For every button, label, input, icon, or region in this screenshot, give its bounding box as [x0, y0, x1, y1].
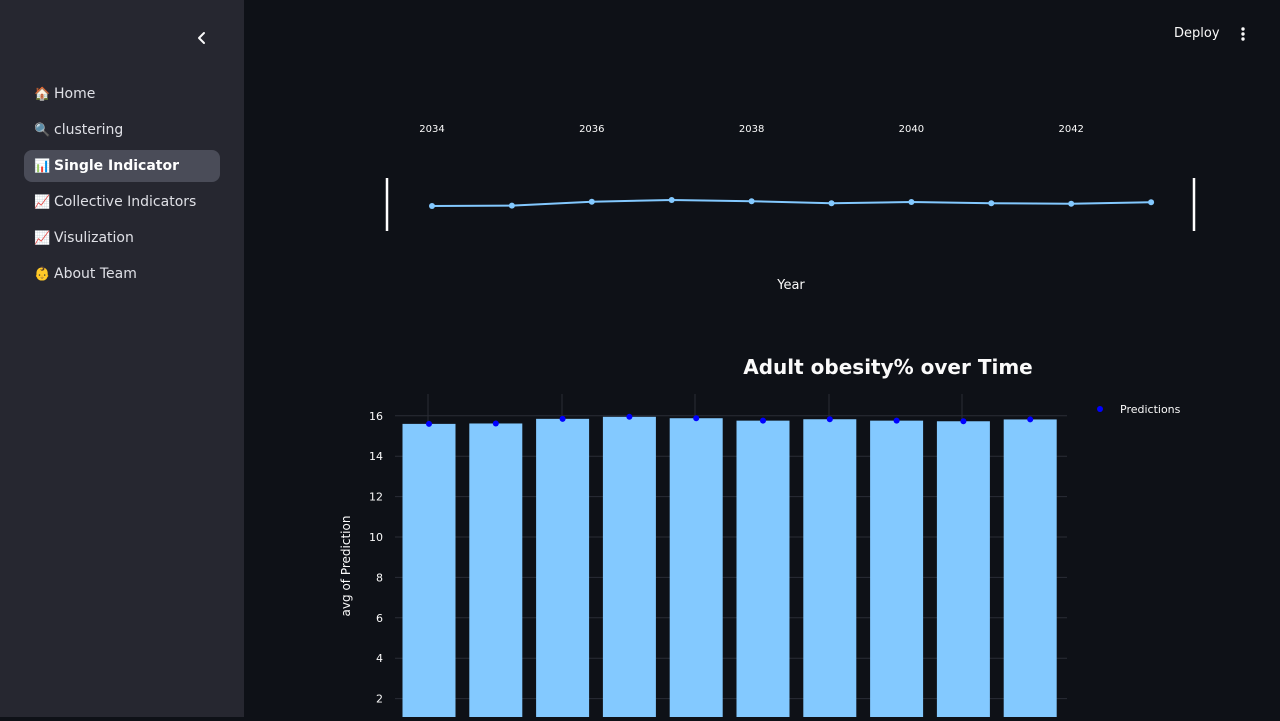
- prediction-marker: [492, 420, 499, 427]
- main-content: 2034 2036 2038 2040 2042 Year Adult obesity% o…: [244, 0, 1280, 717]
- prediction-marker: [893, 417, 900, 424]
- bar: [602, 416, 656, 717]
- y-tick-label: 2: [376, 693, 383, 706]
- prediction-marker: [626, 413, 633, 420]
- bar: [669, 418, 723, 717]
- bar-chart-icon: 📊: [34, 158, 51, 174]
- bar: [803, 419, 857, 717]
- bar: [1003, 419, 1057, 717]
- line-point: [429, 203, 435, 209]
- home-icon: 🏠: [34, 86, 51, 102]
- y-tick-label: 4: [376, 652, 383, 665]
- sidebar-item-collective-indicators[interactable]: 📈 Collective Indicators: [24, 186, 220, 218]
- line-point: [588, 198, 595, 205]
- x-axis-label: Year: [776, 278, 805, 293]
- bar: [402, 423, 456, 717]
- prediction-marker: [1027, 416, 1034, 423]
- x-tick-label: 2034: [419, 124, 444, 135]
- collapse-sidebar-button[interactable]: [190, 26, 214, 50]
- y-tick-label: 16: [369, 410, 383, 423]
- bar: [736, 420, 790, 717]
- line-point: [668, 197, 675, 203]
- sidebar-item-label: Visulization: [54, 230, 134, 246]
- series-line: [431, 198, 1152, 207]
- y-tick-label: 6: [376, 612, 383, 625]
- bar: [536, 418, 590, 717]
- sidebar-item-label: Collective Indicators: [54, 194, 197, 210]
- prediction-marker: [559, 415, 566, 422]
- x-tick-label: 2038: [739, 124, 764, 135]
- trend-chart-icon: 📈: [34, 230, 51, 246]
- line-point: [1068, 200, 1075, 207]
- sidebar-item-label: Single Indicator: [54, 158, 179, 174]
- y-tick-label: 12: [369, 491, 383, 504]
- trend-chart-icon: 📈: [34, 194, 51, 210]
- deploy-button[interactable]: Deploy: [1174, 26, 1220, 41]
- line-point: [1148, 199, 1155, 206]
- chart-title: Adult obesity% over Time: [743, 355, 1032, 379]
- baby-icon: 👶: [34, 266, 51, 282]
- prediction-marker: [426, 420, 432, 427]
- bar: [936, 421, 990, 717]
- y-axis-label: avg of Prediction: [339, 516, 353, 617]
- prediction-marker: [693, 415, 700, 422]
- charts-canvas: 2034 2036 2038 2040 2042 Year Adult obesity% o…: [339, 124, 1196, 717]
- prediction-marker: [826, 416, 833, 423]
- sidebar: 🏠 Home 🔍 clustering 📊 Single Indicator 📈…: [0, 0, 244, 717]
- chevron-left-icon: [198, 32, 205, 44]
- bar: [870, 420, 924, 717]
- sidebar-item-home[interactable]: 🏠 Home: [24, 78, 220, 110]
- sidebar-item-single-indicator[interactable]: 📊 Single Indicator: [24, 150, 220, 182]
- x-tick-label: 2036: [579, 124, 604, 135]
- line-point: [508, 202, 515, 209]
- line-point: [828, 200, 835, 207]
- legend-marker: [1097, 406, 1103, 412]
- more-vertical-icon: [1241, 27, 1245, 41]
- magnifier-icon: 🔍: [34, 122, 51, 138]
- prediction-marker: [760, 417, 766, 424]
- sidebar-item-label: Home: [54, 86, 96, 102]
- line-point: [748, 198, 755, 205]
- sidebar-item-label: About Team: [54, 266, 137, 282]
- x-tick-label: 2042: [1058, 124, 1083, 135]
- legend-label: Predictions: [1120, 403, 1181, 416]
- sidebar-item-visulization[interactable]: 📈 Visulization: [24, 222, 220, 254]
- line-point: [908, 199, 915, 206]
- y-tick-label: 14: [369, 450, 383, 463]
- prediction-marker: [960, 418, 967, 425]
- main-menu-button[interactable]: [1232, 22, 1254, 46]
- bar: [469, 423, 523, 717]
- x-tick-label: 2040: [899, 124, 924, 135]
- sidebar-nav: 🏠 Home 🔍 clustering 📊 Single Indicator 📈…: [24, 78, 220, 294]
- sidebar-item-label: clustering: [54, 122, 124, 138]
- line-point: [988, 200, 995, 207]
- sidebar-item-clustering[interactable]: 🔍 clustering: [24, 114, 220, 146]
- y-tick-label: 8: [376, 571, 383, 584]
- y-tick-label: 10: [369, 531, 383, 544]
- sidebar-item-about-team[interactable]: 👶 About Team: [24, 258, 220, 290]
